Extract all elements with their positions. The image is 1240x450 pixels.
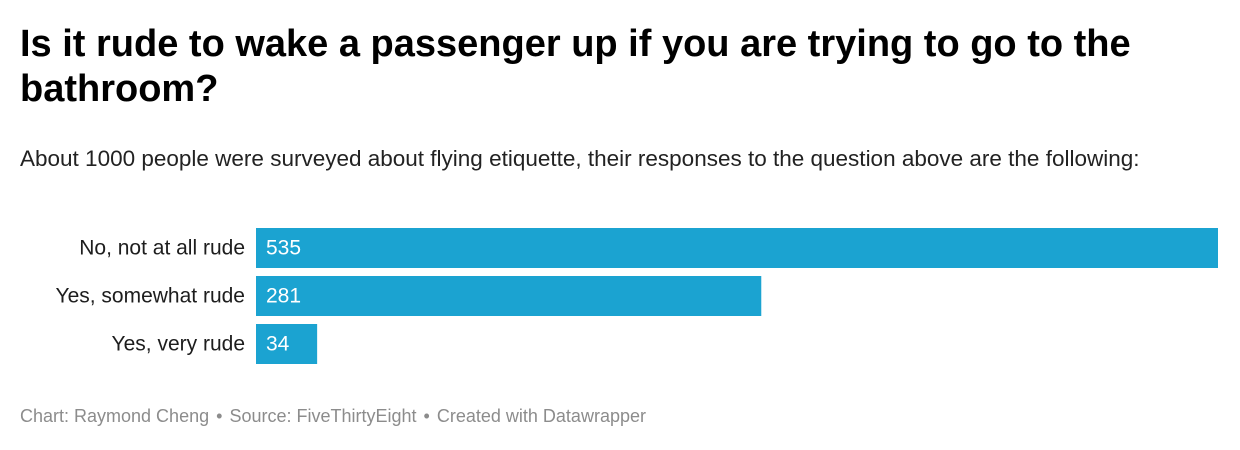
footer-separator: • — [216, 406, 223, 426]
bar — [256, 276, 762, 316]
chart-footer: Chart: Raymond Cheng • Source: FiveThirt… — [20, 404, 646, 428]
bar-chart: No, not at all rude 535 Yes, somewhat rude… — [0, 225, 1240, 370]
chart-subtitle: About 1000 people were surveyed about fl… — [20, 146, 1140, 171]
category-label: No, not at all rude — [79, 237, 245, 260]
bar — [256, 228, 1218, 268]
footer-separator: • — [423, 406, 430, 426]
footer-created-with: Created with Datawrapper — [436, 406, 646, 426]
bar-value-label: 535 — [266, 237, 301, 260]
category-label: Yes, very rude — [112, 333, 245, 356]
bar-value-label: 34 — [266, 333, 290, 356]
bar — [256, 324, 318, 364]
footer-chart-credit: Chart: Raymond Cheng — [20, 406, 210, 426]
footer-source: Source: FiveThirtyEight — [229, 406, 417, 426]
category-label: Yes, somewhat rude — [55, 285, 245, 308]
chart-title: Is it rude to wake a passenger up if you… — [20, 23, 1131, 110]
bar-value-label: 281 — [266, 285, 301, 308]
bar-chart-svg: No, not at all rude 535 Yes, somewhat rude… — [55, 228, 1218, 364]
